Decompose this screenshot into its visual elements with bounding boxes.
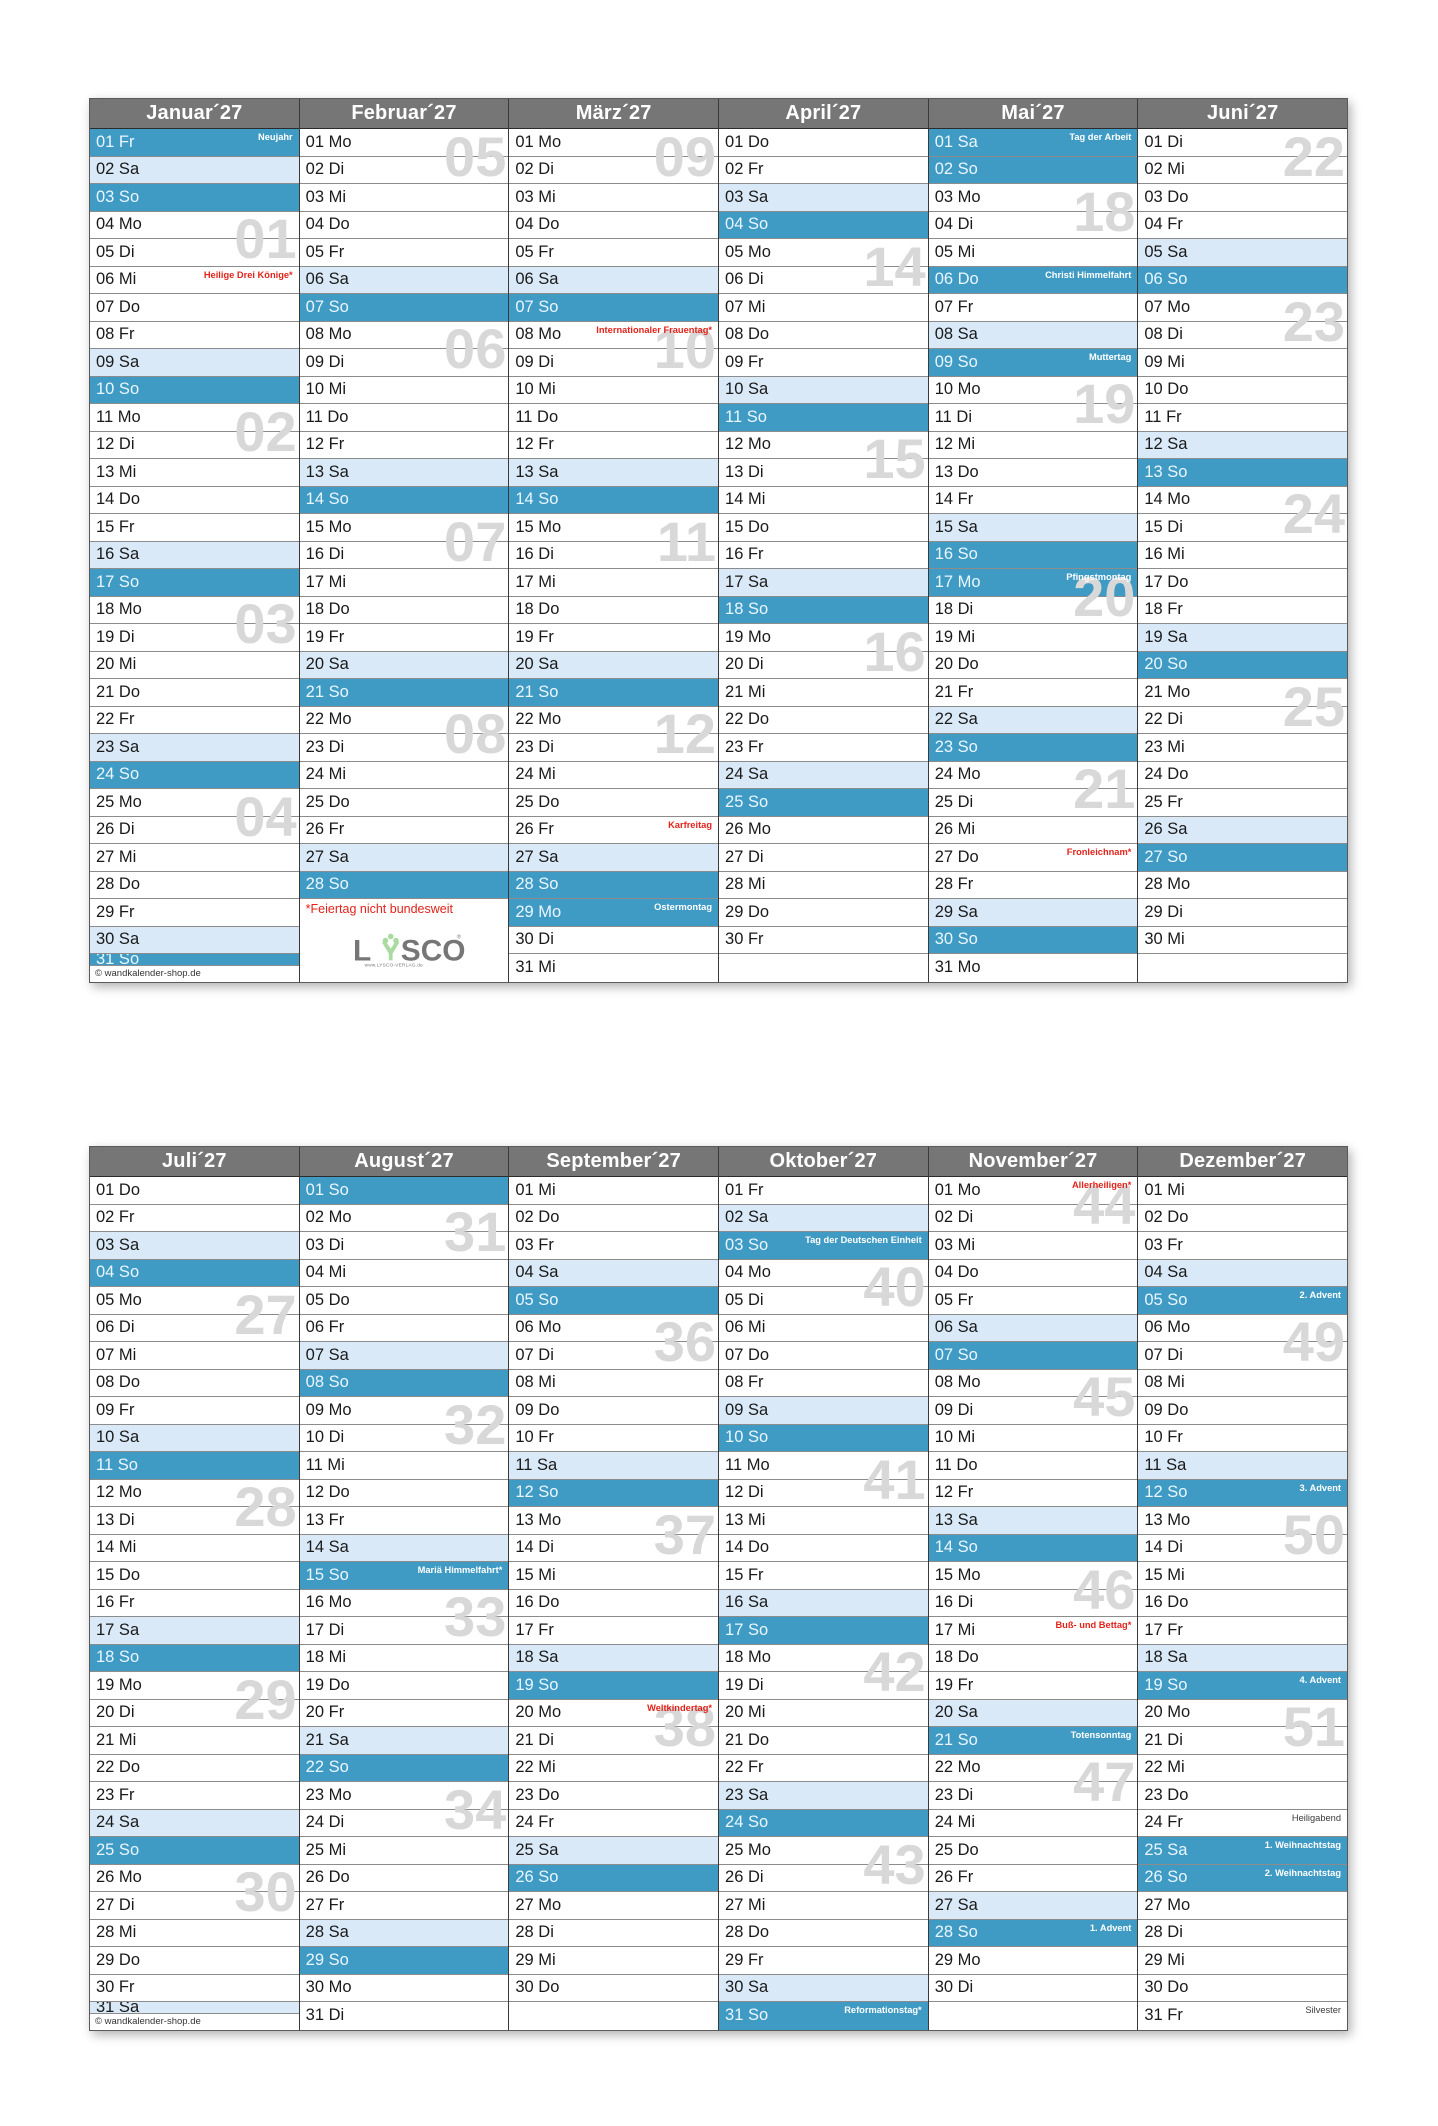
svg-text:www.LYSCO-VERLAG.de: www.LYSCO-VERLAG.de (365, 963, 424, 968)
